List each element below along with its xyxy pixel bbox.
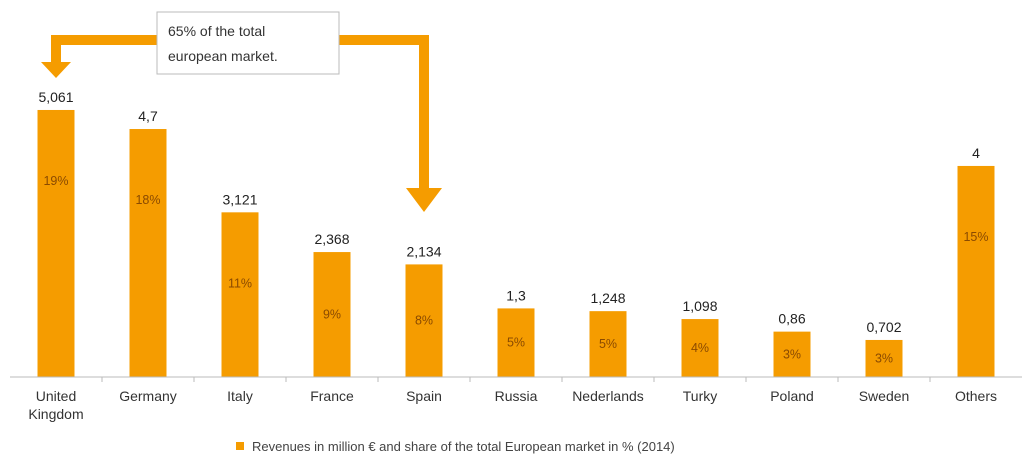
bar xyxy=(313,252,351,377)
category-label: Germany xyxy=(119,388,177,404)
bar xyxy=(865,339,903,377)
value-label: 4 xyxy=(972,145,980,161)
bar xyxy=(957,165,995,377)
share-label: 18% xyxy=(135,193,160,207)
bar xyxy=(773,331,811,377)
bars: 5,061 19% 4,7 18% 3,121 11% 2,368 9% 2,134 8% 1,3 5… xyxy=(37,89,995,378)
value-label: 1,098 xyxy=(682,298,717,314)
share-label: 4% xyxy=(691,341,709,355)
value-label: 0,702 xyxy=(866,319,901,335)
category-label: Poland xyxy=(770,388,814,404)
value-label: 3,121 xyxy=(222,191,257,207)
annotation-line-2: european market. xyxy=(168,48,278,64)
share-label: 5% xyxy=(599,337,617,351)
annotation-box xyxy=(156,11,340,75)
value-label: 1,248 xyxy=(590,290,625,306)
value-label: 5,061 xyxy=(38,89,73,105)
bar xyxy=(221,212,259,377)
share-label: 3% xyxy=(875,351,893,365)
share-label: 15% xyxy=(963,230,988,244)
category-label: Spain xyxy=(406,388,442,404)
category-label: Turky xyxy=(683,388,717,404)
bar xyxy=(129,129,167,377)
value-label: 0,86 xyxy=(778,311,805,327)
bar xyxy=(497,308,535,377)
value-label: 2,368 xyxy=(314,231,349,247)
share-label: 8% xyxy=(415,314,433,328)
share-label: 19% xyxy=(43,174,68,188)
category-label: Sweden xyxy=(859,388,910,404)
share-label: 11% xyxy=(228,276,252,290)
bar xyxy=(681,319,719,377)
category-label: Nederlands xyxy=(572,388,644,404)
value-label: 4,7 xyxy=(138,108,158,124)
annotation-line-1: 65% of the total xyxy=(168,23,265,39)
share-label: 3% xyxy=(783,347,801,361)
bar xyxy=(589,311,627,377)
category-label: France xyxy=(310,388,354,404)
share-label: 5% xyxy=(507,336,525,350)
category-label: Russia xyxy=(495,388,538,404)
value-label: 2,134 xyxy=(406,243,441,259)
category-label: Others xyxy=(955,388,997,404)
category-label: Italy xyxy=(227,388,253,404)
bar xyxy=(405,264,443,377)
bar xyxy=(37,109,75,378)
x-axis-ticks xyxy=(101,377,931,382)
legend-label: Revenues in million € and share of the t… xyxy=(252,439,675,454)
category-label: United Kingdom xyxy=(28,388,83,422)
legend-swatch xyxy=(236,442,244,450)
value-label: 1,3 xyxy=(506,287,526,303)
share-label: 9% xyxy=(323,308,341,322)
category-labels: United Kingdom Germany Italy France Spain Russ… xyxy=(28,388,997,422)
